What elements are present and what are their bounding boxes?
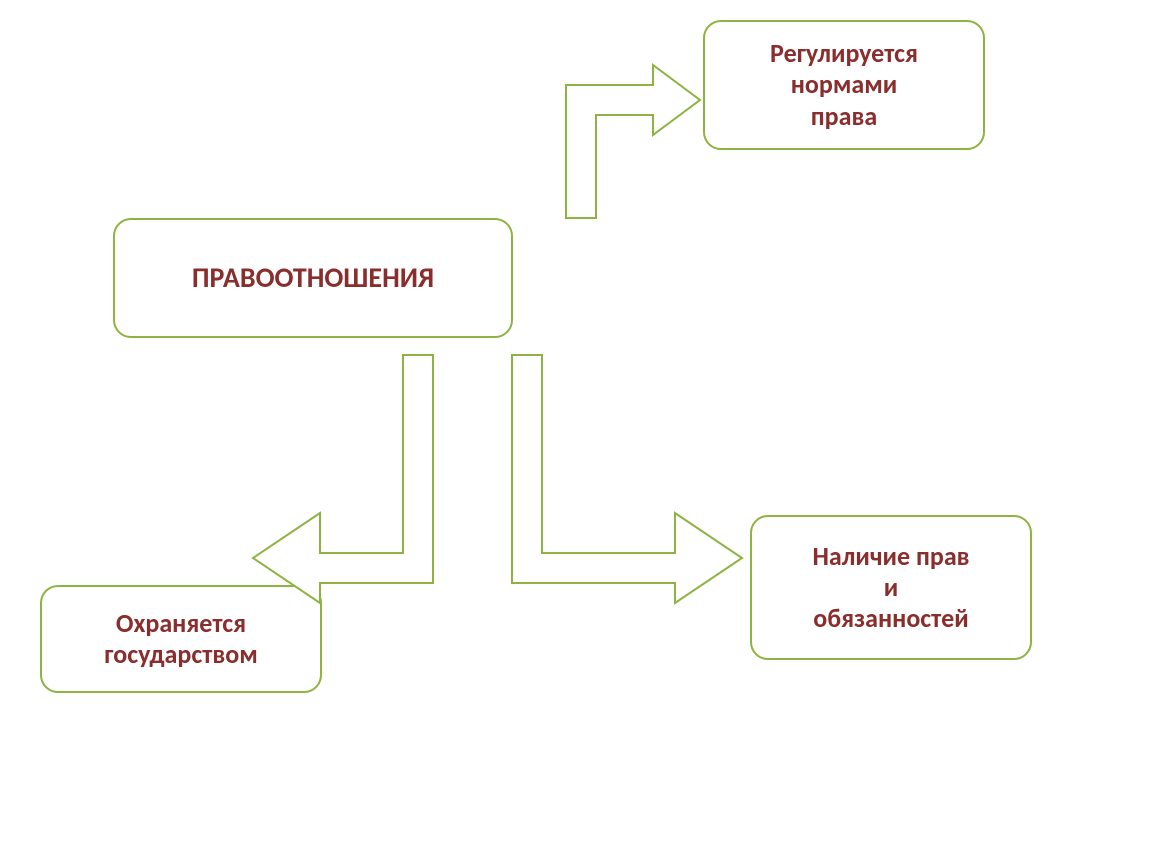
node-bottom-right: Наличие прав и обязанностей <box>750 515 1032 660</box>
node-top-right-text: Регулируется нормами права <box>770 38 918 132</box>
node-center-text: ПРАВООТНОШЕНИЯ <box>192 261 434 295</box>
arrow-down-right <box>512 355 747 621</box>
node-center: ПРАВООТНОШЕНИЯ <box>113 218 513 338</box>
arrow-up-right <box>545 43 705 218</box>
node-bottom-left-text: Охраняется государством <box>104 608 258 670</box>
node-top-right: Регулируется нормами права <box>703 20 985 150</box>
arrow-down-left <box>253 355 428 621</box>
arrow-up-right-shape <box>566 65 700 218</box>
arrow-down-left-shape <box>253 355 433 603</box>
arrow-down-right-shape <box>512 355 742 603</box>
node-bottom-right-text: Наличие прав и обязанностей <box>812 541 969 635</box>
